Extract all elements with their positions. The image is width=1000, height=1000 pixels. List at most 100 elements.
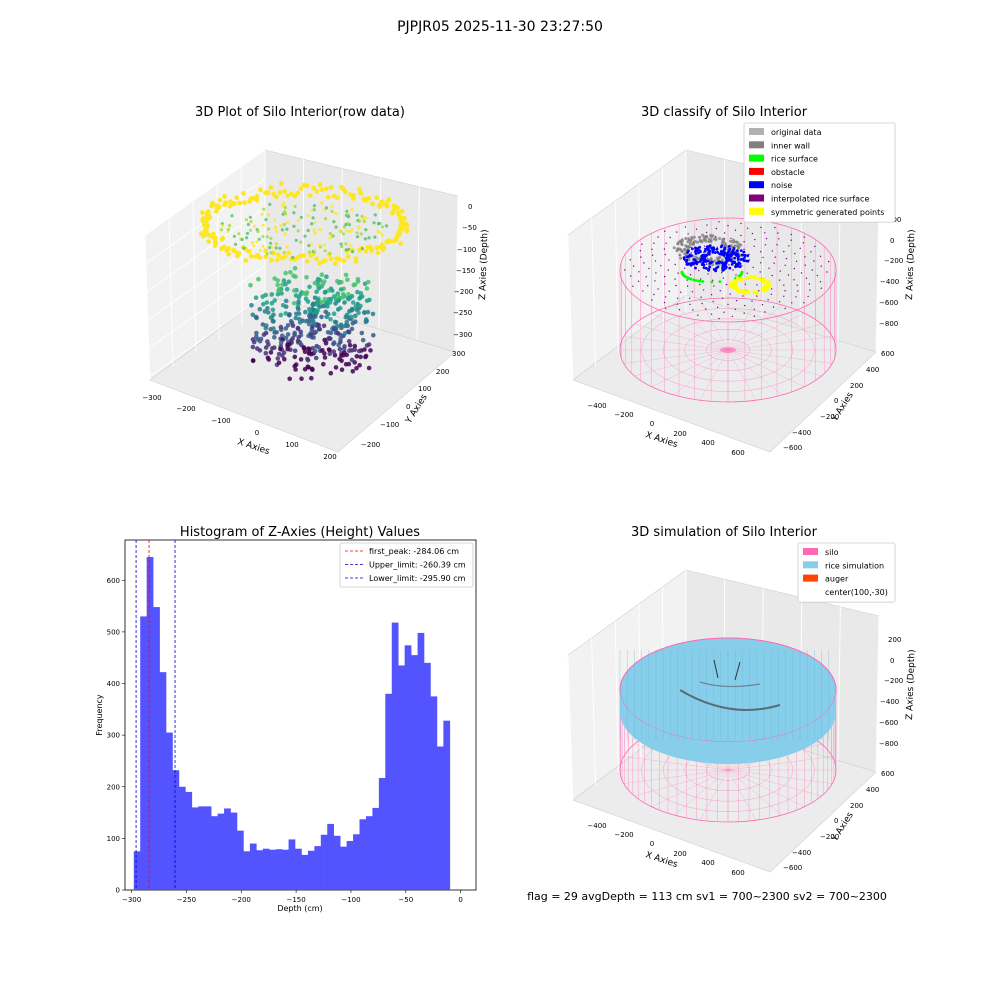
- funnel-point: [292, 211, 296, 215]
- data-point: [309, 313, 314, 319]
- data-point: [364, 286, 370, 291]
- interp-point: [705, 231, 708, 234]
- noise-point: [732, 260, 735, 264]
- ring-point: [268, 257, 274, 263]
- legend-label: rice surface: [771, 155, 818, 164]
- interp-point: [668, 290, 670, 292]
- data-point: [308, 332, 314, 338]
- interp-point: [760, 251, 762, 253]
- floor-spoke: [727, 349, 822, 377]
- data-point: [268, 350, 274, 355]
- ring-point: [243, 258, 249, 263]
- funnel-point: [341, 232, 346, 236]
- interp-point: [700, 296, 702, 298]
- interp-point: [686, 285, 689, 287]
- ring-point: [374, 195, 380, 201]
- data-point: [275, 292, 281, 297]
- interp-point: [810, 251, 812, 253]
- inner-wall-point: [686, 240, 690, 244]
- ring-point: [374, 245, 380, 251]
- noise-point: [703, 249, 707, 253]
- funnel-point: [281, 212, 285, 216]
- classify-ylabel: Y Axies: [830, 390, 856, 424]
- inner-wall-point: [690, 236, 694, 239]
- funnel-point: [380, 233, 384, 237]
- funnel-point: [338, 228, 342, 232]
- funnel-point: [274, 229, 278, 233]
- interp-point: [706, 224, 708, 226]
- ring-point: [206, 239, 212, 245]
- funnel-point: [312, 204, 316, 208]
- grid-line: [144, 265, 266, 352]
- noise-point: [701, 255, 705, 259]
- data-point: [354, 365, 359, 371]
- hist-bar: [430, 696, 438, 890]
- data-point: [266, 310, 271, 315]
- interp-point: [698, 269, 700, 272]
- interp-point: [707, 273, 709, 275]
- data-point: [350, 369, 356, 374]
- interp-point: [663, 248, 666, 250]
- data-point: [331, 340, 337, 345]
- inner-wall-point: [692, 235, 696, 239]
- data-point: [283, 270, 289, 276]
- surface-dip: [699, 681, 761, 688]
- funnel-point: [248, 228, 253, 232]
- funnel-point: [282, 222, 286, 227]
- ring-point: [205, 209, 211, 214]
- data-point: [310, 318, 316, 323]
- grid-line: [192, 200, 197, 353]
- grid-line: [661, 166, 664, 326]
- interp-point: [719, 290, 721, 292]
- funnel-point: [313, 249, 317, 253]
- funnel-point: [227, 223, 232, 228]
- z-tick-label: −400: [880, 698, 899, 706]
- data-point: [350, 321, 356, 326]
- noise-point: [736, 249, 739, 253]
- y-tick-label: −200: [361, 441, 380, 449]
- symmetric-point: [752, 290, 756, 294]
- funnel-point: [248, 249, 252, 253]
- data-point: [342, 300, 347, 305]
- funnel-point: [306, 228, 310, 233]
- y-tick-label: 300: [107, 732, 120, 740]
- auger-line: [734, 661, 741, 681]
- noise-point: [694, 246, 697, 250]
- interp-point: [723, 232, 726, 234]
- hist-bars: [133, 557, 451, 890]
- interp-point: [716, 306, 719, 308]
- interp-point: [741, 265, 743, 267]
- interp-point: [778, 238, 780, 240]
- data-point: [299, 376, 304, 382]
- interp-point: [699, 283, 701, 286]
- interp-point: [716, 246, 718, 248]
- data-point: [328, 330, 334, 336]
- symmetric-point: [758, 276, 762, 280]
- noise-point: [725, 252, 729, 256]
- hist-bar: [301, 854, 309, 890]
- ring-point: [254, 194, 260, 199]
- data-point: [358, 295, 363, 300]
- ring-point: [334, 195, 340, 201]
- data-point: [344, 352, 350, 358]
- data-point: [315, 297, 321, 303]
- interp-point: [715, 227, 718, 230]
- interp-point: [808, 283, 811, 285]
- ring-point: [304, 183, 310, 189]
- interp-point: [804, 264, 806, 266]
- funnel-point: [310, 242, 314, 246]
- data-point: [296, 311, 302, 316]
- interp-point: [793, 267, 795, 270]
- funnel-point: [320, 201, 324, 205]
- noise-point: [734, 252, 738, 255]
- ring-point: [210, 231, 216, 237]
- y-tick-label: −200: [820, 833, 839, 841]
- hist-bar: [365, 816, 373, 890]
- z-tick-label: −250: [453, 309, 472, 317]
- inner-wall-point: [698, 235, 702, 239]
- data-point: [366, 365, 372, 371]
- data-point: [269, 301, 275, 306]
- legend-box: [797, 542, 896, 603]
- data-point: [360, 337, 366, 343]
- data-point: [322, 351, 327, 356]
